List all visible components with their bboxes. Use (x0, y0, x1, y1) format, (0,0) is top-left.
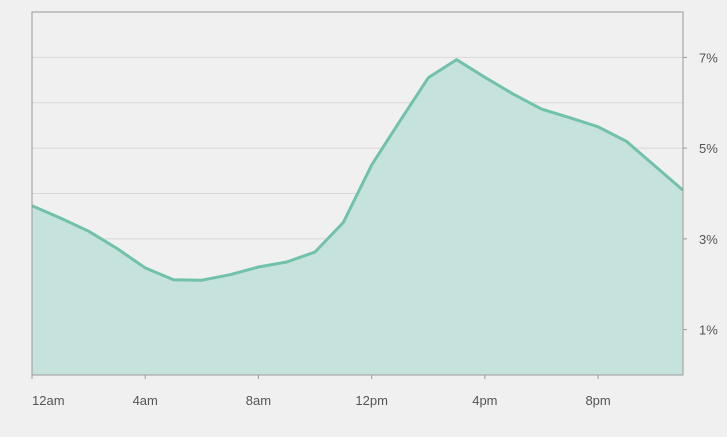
data-point-7pm (568, 116, 572, 120)
y-axis-ticks: 1% 3% 5% 7% (683, 50, 718, 338)
plot-frame (31, 11, 684, 376)
x-tick-label: 4pm (472, 393, 497, 408)
data-point-9am (285, 260, 289, 264)
y-tick-label: 5% (699, 141, 718, 156)
x-tick-label: 12am (32, 393, 65, 408)
data-point-4pm (483, 75, 487, 79)
data-point-1am (58, 216, 62, 220)
data-point-12pm (370, 163, 374, 167)
data-point-1pm (398, 119, 402, 123)
plot-border (31, 11, 684, 376)
data-point-2pm (426, 76, 430, 80)
data-point-8pm (596, 125, 600, 129)
x-axis-ticks: 12am 4am 8am 12pm 4pm 8pm (31, 375, 611, 408)
data-point-10am (313, 250, 317, 254)
data-point-5pm (511, 92, 515, 96)
data-point-7am (228, 273, 232, 277)
area-fill (32, 59, 683, 375)
data-point-6pm (539, 107, 543, 111)
data-point-3pm (455, 58, 459, 62)
x-tick-label: 8am (246, 393, 271, 408)
data-point-8am (256, 265, 260, 269)
data-point-5am (172, 278, 176, 282)
x-tick-label: 4am (133, 393, 158, 408)
data-point-2am (87, 229, 91, 233)
y-tick-label: 1% (699, 323, 718, 338)
y-tick-label: 7% (699, 50, 718, 65)
data-point-11am (341, 221, 345, 225)
x-tick-label: 8pm (585, 393, 610, 408)
data-point-9pm (624, 139, 628, 143)
y-tick-label: 3% (699, 232, 718, 247)
data-point-6am (200, 278, 204, 282)
x-tick-label: 12pm (355, 393, 388, 408)
data-point-3am (115, 246, 119, 250)
data-point-4am (143, 266, 147, 270)
data-point-10pm (653, 164, 657, 168)
series-line (31, 58, 684, 282)
